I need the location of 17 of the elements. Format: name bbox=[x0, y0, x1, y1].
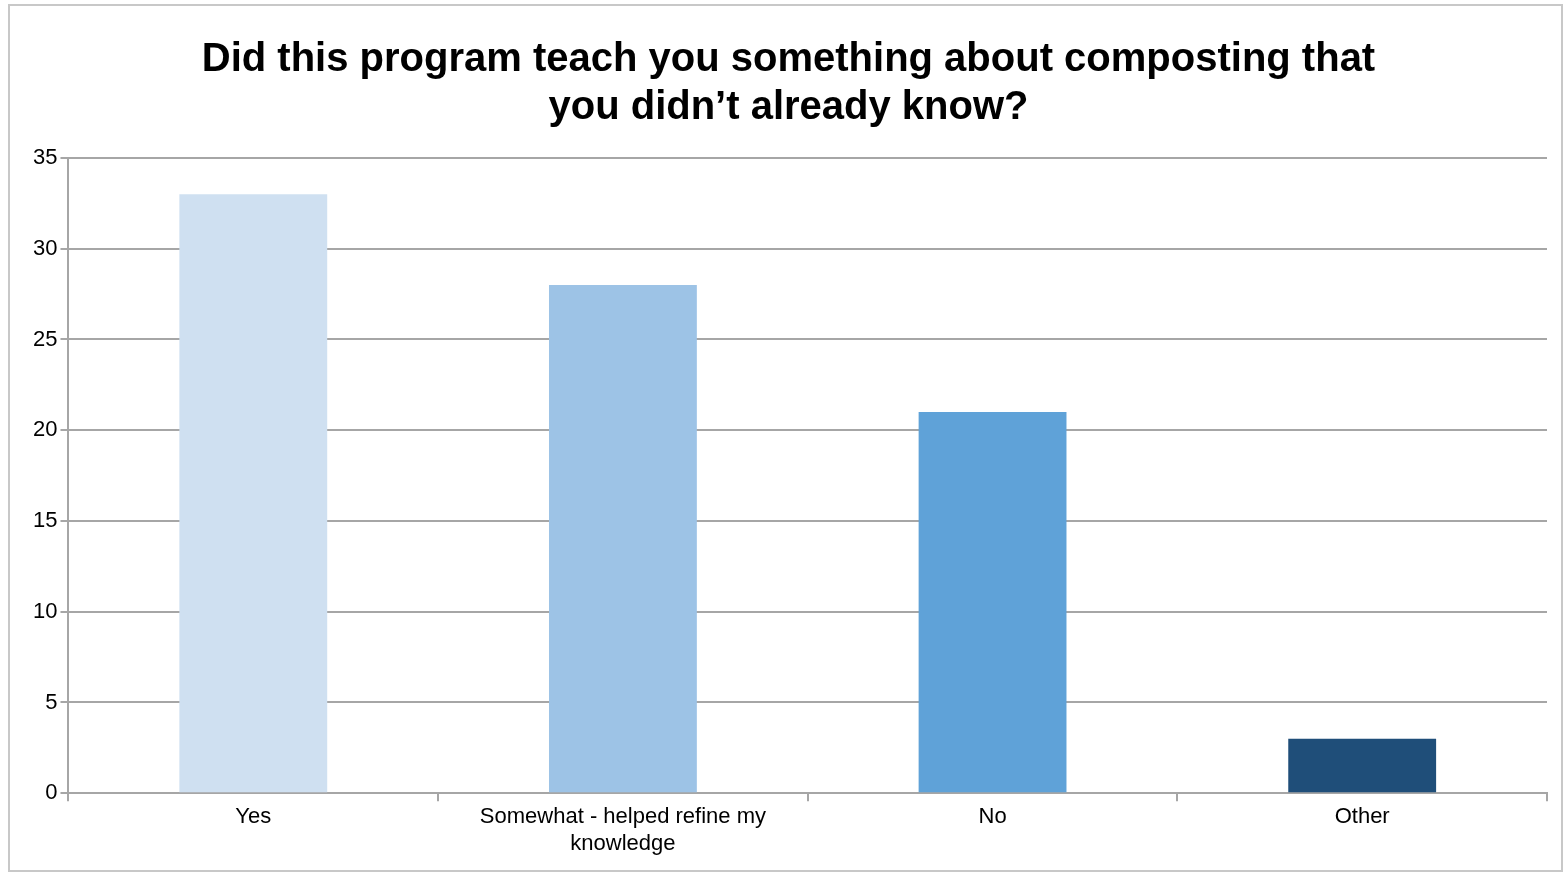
y-tick-label: 25 bbox=[32, 325, 58, 351]
y-tick-label: 15 bbox=[32, 507, 58, 533]
bar bbox=[918, 412, 1067, 793]
x-tick-label: Other bbox=[1334, 803, 1390, 829]
bar bbox=[1288, 738, 1437, 793]
bar bbox=[179, 194, 328, 793]
y-tick-label: 0 bbox=[45, 779, 58, 805]
x-tick-label: Yes bbox=[235, 803, 272, 829]
y-tick-label: 35 bbox=[32, 144, 58, 170]
y-tick-label: 30 bbox=[32, 234, 58, 260]
bar bbox=[548, 285, 697, 793]
chart-title: Did this program teach you something about composting that you didn’t already know? bbox=[201, 35, 1376, 128]
y-tick-label: 20 bbox=[32, 416, 58, 442]
x-tick-label: No bbox=[978, 803, 1007, 829]
x-tick-label: Somewhat - helped refine my knowledge bbox=[479, 803, 766, 855]
y-tick-label: 10 bbox=[32, 597, 58, 623]
y-tick-label: 5 bbox=[45, 688, 58, 714]
